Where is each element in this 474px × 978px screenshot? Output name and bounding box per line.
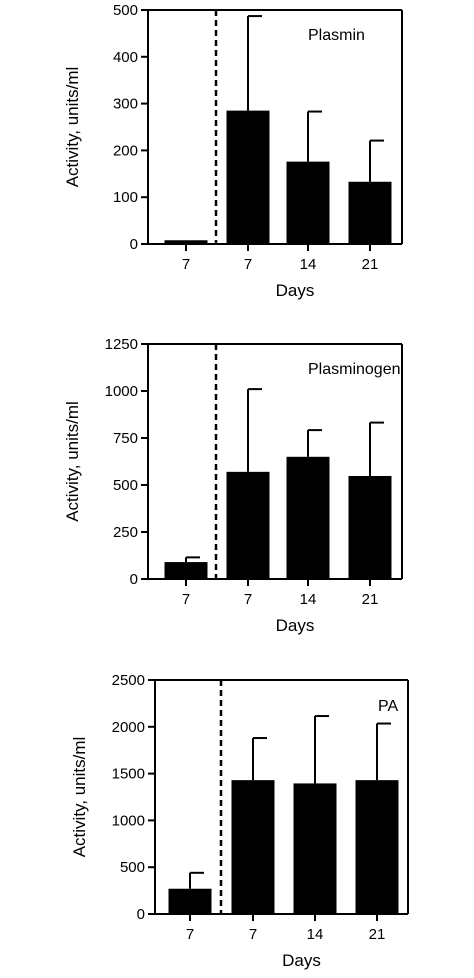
- y-tick-label: 300: [113, 96, 138, 113]
- bar: [286, 456, 330, 579]
- y-axis-title: Activity, units/ml: [63, 67, 82, 188]
- y-tick-label: 1500: [112, 766, 145, 783]
- x-tick-label: 7: [182, 591, 190, 608]
- x-axis-title: Days: [282, 951, 321, 970]
- x-axis-title: Days: [276, 281, 315, 300]
- y-tick-label: 500: [113, 2, 138, 19]
- y-tick-label: 0: [137, 906, 145, 923]
- y-tick-label: 500: [113, 477, 138, 494]
- plasminogen-panel: 0 250 500 750 1000 1250 7 7 14 21 Days Activity, un…: [63, 336, 403, 635]
- y-tick-label: 2500: [112, 672, 145, 689]
- x-tick-label: 14: [307, 926, 324, 943]
- y-tick-label: 0: [130, 571, 138, 588]
- x-tick-label: 7: [249, 926, 257, 943]
- x-tick-label: 14: [300, 591, 317, 608]
- bar: [231, 780, 275, 914]
- x-tick-label: 21: [362, 256, 379, 273]
- bar: [164, 562, 208, 579]
- y-tick-label: 100: [113, 189, 138, 206]
- y-axis-title: Activity, units/ml: [63, 401, 82, 522]
- bar: [226, 110, 270, 245]
- bar: [286, 161, 330, 244]
- bar: [168, 888, 212, 914]
- bar: [293, 783, 337, 914]
- x-tick-label: 21: [369, 926, 386, 943]
- y-tick-label: 1000: [112, 812, 145, 829]
- x-tick-label: 7: [244, 256, 252, 273]
- bar: [226, 471, 270, 579]
- x-tick-label: 7: [182, 256, 190, 273]
- y-axis-title: Activity, units/ml: [70, 737, 89, 858]
- y-tick-label: 200: [113, 142, 138, 159]
- y-tick-label: 750: [113, 430, 138, 447]
- y-tick-label: 400: [113, 49, 138, 66]
- x-tick-label: 7: [244, 591, 252, 608]
- panel-label: Plasminogen: [308, 361, 401, 378]
- y-tick-label: 0: [130, 236, 138, 253]
- pa-panel: 0 500 1000 1500 2000 2500 7 7 14 21 Days Activity, …: [70, 672, 409, 970]
- x-axis-title: Days: [276, 616, 315, 635]
- bar: [348, 181, 392, 244]
- y-tick-label: 250: [113, 524, 138, 541]
- plasmin-panel: 0 100 200 300 400 500 7 7 14 21 Days Activity, unit…: [63, 2, 403, 300]
- x-tick-label: 14: [300, 256, 317, 273]
- panel-label: PA: [378, 698, 398, 715]
- x-tick-label: 21: [362, 591, 379, 608]
- y-tick-label: 1250: [105, 336, 138, 353]
- bar: [164, 240, 208, 244]
- bar: [348, 475, 392, 579]
- bar: [355, 780, 399, 914]
- x-tick-label: 7: [186, 926, 194, 943]
- y-tick-label: 1000: [105, 383, 138, 400]
- y-tick-label: 500: [120, 859, 145, 876]
- panel-label: Plasmin: [308, 27, 365, 44]
- y-tick-label: 2000: [112, 719, 145, 736]
